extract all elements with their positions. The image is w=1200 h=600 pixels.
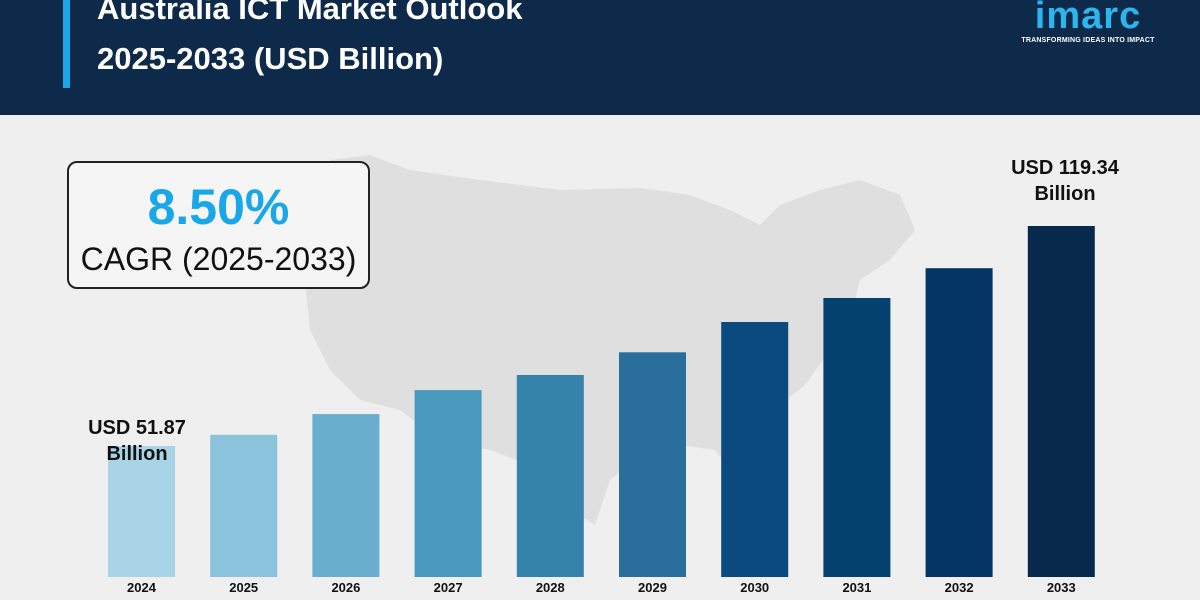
- x-tick-label-2027: 2027: [434, 580, 463, 595]
- bar-2030: [721, 322, 789, 577]
- cagr-label: CAGR (2025-2033): [80, 241, 357, 277]
- logo-wordmark: imarc: [1034, 0, 1142, 37]
- x-tick-label-2028: 2028: [536, 580, 565, 595]
- bar-2026: [312, 414, 380, 577]
- callout-first-line2: Billion: [106, 443, 168, 465]
- bar-2025: [210, 434, 278, 577]
- cagr-value: 8.50%: [147, 179, 290, 235]
- bar-2027: [414, 390, 482, 577]
- chart-title-line2: 2025-2033 (USD Billion): [97, 41, 444, 76]
- callout-first-bar: USD 51.87 Billion: [72, 415, 202, 467]
- x-tick-label-2030: 2030: [740, 580, 769, 595]
- logo-tagline: TRANSFORMING IDEAS INTO IMPACT: [1021, 37, 1155, 44]
- callout-last-bar: USD 119.34 Billion: [990, 155, 1140, 207]
- header-banner: Australia ICT Market Outlook 2025-2033 (…: [0, 0, 1200, 115]
- imarc-logo: imarc TRANSFORMING IDEAS INTO IMPACT: [1008, 0, 1168, 50]
- x-tick-label-2031: 2031: [842, 580, 871, 595]
- bar-2031: [823, 298, 891, 577]
- callout-last-line2: Billion: [1034, 183, 1096, 205]
- x-tick-label-2026: 2026: [331, 580, 360, 595]
- chart-title-line1: Australia ICT Market Outlook: [97, 0, 523, 26]
- callout-first-line1: USD 51.87: [88, 417, 186, 439]
- bar-2029: [619, 352, 686, 577]
- x-tick-label-2024: 2024: [127, 580, 157, 595]
- x-tick-label-2033: 2033: [1047, 580, 1076, 595]
- bar-2032: [925, 268, 993, 577]
- callout-last-line1: USD 119.34: [1011, 157, 1119, 179]
- bar-2024: [108, 446, 175, 577]
- x-tick-label-2025: 2025: [229, 580, 258, 595]
- header-accent-bar: [63, 0, 70, 88]
- bar-2033: [1027, 226, 1095, 577]
- x-tick-label-2029: 2029: [638, 580, 667, 595]
- x-tick-label-2032: 2032: [945, 580, 974, 595]
- cagr-box: 8.50% CAGR (2025-2033): [67, 161, 370, 289]
- bar-2028: [516, 375, 584, 577]
